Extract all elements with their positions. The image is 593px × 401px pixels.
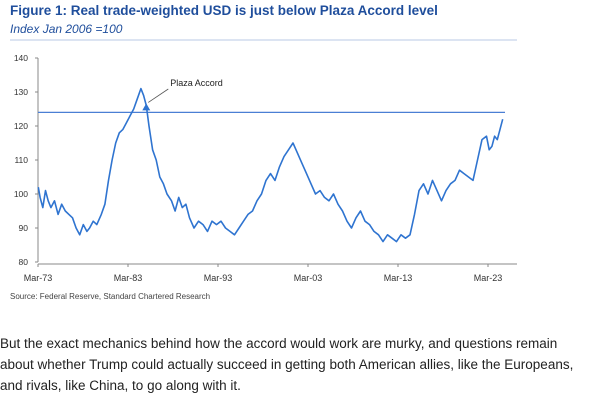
- y-tick-label: 80: [19, 257, 29, 267]
- y-tick-label: 110: [14, 155, 28, 165]
- chart-subtitle: Index Jan 2006 =100: [10, 22, 123, 36]
- y-tick-labels: 140 130 120 110 100 90 80: [14, 53, 38, 267]
- y-tick-label: 130: [14, 87, 28, 97]
- chart-source: Source: Federal Reserve, Standard Charte…: [10, 292, 211, 301]
- x-tick-labels: Mar-73 Mar-83 Mar-93 Mar-03 Mar-13 Mar-23: [24, 264, 503, 283]
- y-tick-label: 100: [14, 189, 28, 199]
- y-tick-label: 120: [14, 121, 28, 131]
- x-tick-label: Mar-93: [204, 273, 233, 283]
- x-tick-label: Mar-03: [294, 273, 323, 283]
- x-tick-label: Mar-73: [24, 273, 53, 283]
- x-tick-label: Mar-83: [114, 273, 143, 283]
- chart-figure: Figure 1: Real trade-weighted USD is jus…: [10, 3, 517, 301]
- chart-title: Figure 1: Real trade-weighted USD is jus…: [10, 3, 438, 18]
- annotation-leader-line: [148, 88, 169, 103]
- annotation-triangle-marker: [142, 103, 151, 111]
- usd-index-line: [37, 87, 504, 243]
- y-tick-label: 90: [19, 223, 29, 233]
- x-tick-label: Mar-13: [384, 273, 413, 283]
- y-tick-label: 140: [14, 53, 28, 63]
- x-tick-label: Mar-23: [474, 273, 503, 283]
- annotation-label: Plaza Accord: [170, 78, 223, 88]
- article-paragraph: But the exact mechanics behind how the a…: [0, 336, 574, 393]
